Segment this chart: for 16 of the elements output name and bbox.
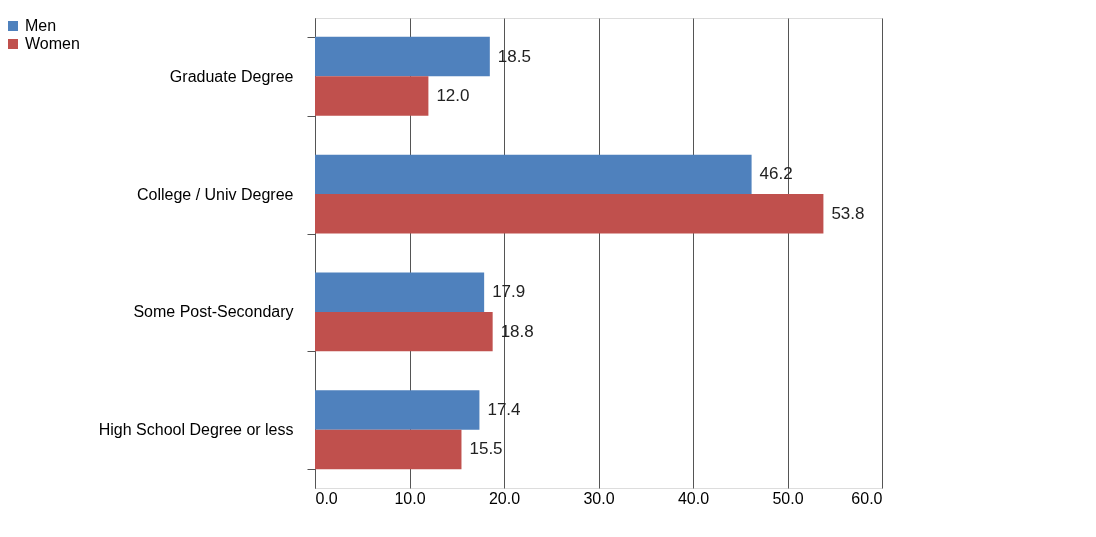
y-tick-label: High School Degree or less bbox=[98, 421, 294, 439]
x-tick-label: 0.0 bbox=[315, 489, 338, 507]
x-tick-label: 40.0 bbox=[677, 489, 710, 507]
y-tick-label: Graduate Degree bbox=[169, 67, 294, 85]
x-tick-label: 20.0 bbox=[488, 489, 521, 507]
x-tick-label: 50.0 bbox=[772, 489, 804, 507]
x-tick-label: 30.0 bbox=[583, 489, 615, 507]
legend-label: Women bbox=[25, 35, 80, 52]
legend-label: Men bbox=[25, 17, 57, 34]
data-label: 12.0 bbox=[436, 86, 470, 106]
data-label: 53.8 bbox=[831, 203, 865, 223]
y-tick-label: Some Post-Secondary bbox=[133, 303, 294, 321]
x-tick-label: 10.0 bbox=[394, 489, 426, 507]
x-tick-label: 60.0 bbox=[851, 489, 883, 507]
data-label: 15.5 bbox=[469, 439, 503, 459]
y-tick-label: College / Univ Degree bbox=[136, 185, 294, 203]
